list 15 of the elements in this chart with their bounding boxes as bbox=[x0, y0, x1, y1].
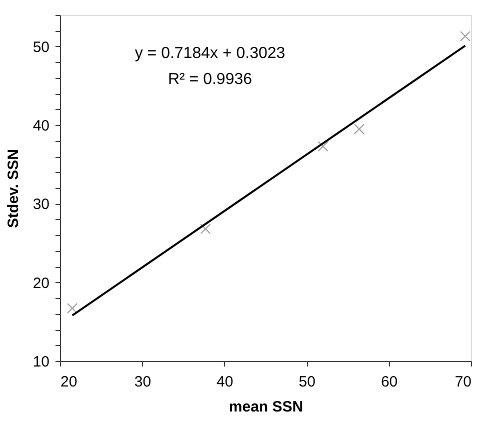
x-tick-label: 60 bbox=[380, 374, 398, 390]
y-tick-label: 10 bbox=[32, 354, 50, 370]
x-tick-label: 70 bbox=[454, 374, 472, 390]
y-tick-label: 40 bbox=[32, 118, 50, 135]
x-tick-label: 30 bbox=[134, 374, 152, 390]
x-tick-label: 40 bbox=[216, 374, 234, 390]
x-tick-label: 50 bbox=[298, 374, 316, 390]
y-tick-label: 20 bbox=[32, 274, 50, 292]
y-axis-title: Stdev. SSN bbox=[4, 149, 22, 228]
x-tick-label: 20 bbox=[60, 374, 78, 390]
y-tick-label: 30 bbox=[32, 196, 50, 214]
x-axis-title: mean SSN bbox=[228, 398, 304, 416]
annotation: R² = 0.9936 bbox=[168, 71, 252, 88]
y-tick-label: 50 bbox=[32, 38, 50, 56]
annotation: y = 0.7184x + 0.3023 bbox=[134, 45, 286, 62]
